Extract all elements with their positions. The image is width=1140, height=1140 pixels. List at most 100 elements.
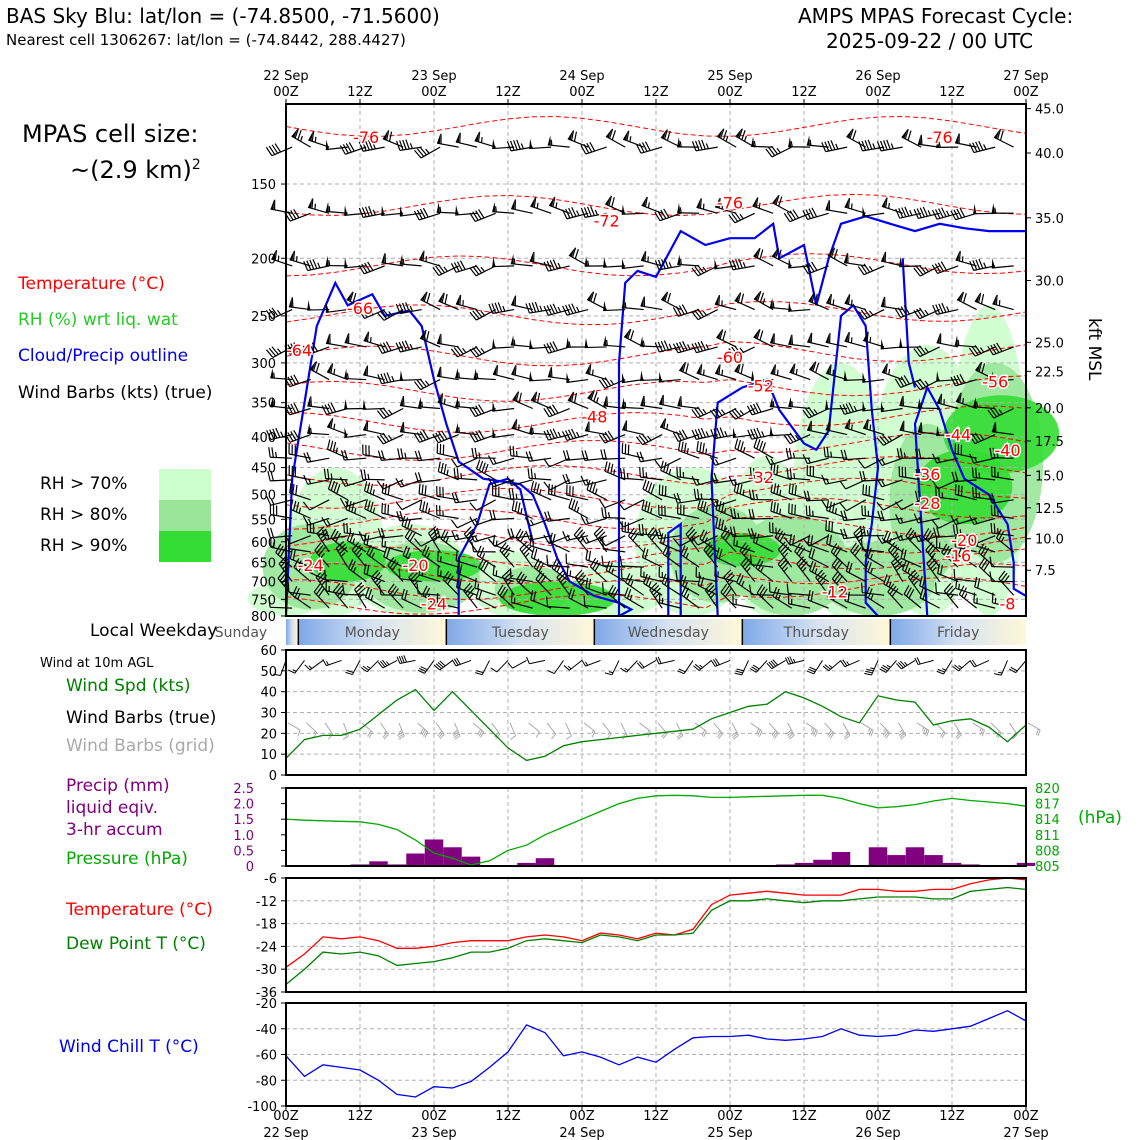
barb-flag <box>475 210 482 220</box>
barb-flag <box>661 573 667 584</box>
barb-flag <box>451 530 457 541</box>
barb-flag <box>845 561 850 572</box>
barb-flag <box>759 292 765 303</box>
barb-flag <box>469 311 477 321</box>
barb-flag <box>959 207 966 218</box>
barb-flag <box>368 732 373 739</box>
height-tick-label: 17.5 <box>1035 435 1064 450</box>
barb-flag <box>901 560 907 571</box>
barb-flag <box>632 531 640 541</box>
wind-barb-upper <box>566 337 589 348</box>
barb-flag <box>920 422 923 433</box>
wind-barb-upper <box>858 139 885 152</box>
barb-shaft <box>751 145 774 148</box>
barb-flag <box>934 263 941 273</box>
barb-half-flag <box>870 667 875 670</box>
barb-half-flag <box>978 492 981 498</box>
barb-flag <box>369 483 374 494</box>
wind-barb-upper <box>469 209 496 222</box>
barb-pennant <box>418 397 422 408</box>
weekday-band-wednesday <box>594 619 743 645</box>
barb-shaft <box>678 433 700 442</box>
precip-bar <box>868 847 888 866</box>
barb-flag <box>647 502 651 513</box>
height-tick-label: 20.0 <box>1035 402 1064 417</box>
barb-flag <box>661 259 666 269</box>
barb-flag <box>418 483 421 494</box>
barb-shaft <box>808 556 829 568</box>
wind-barb-upper <box>658 566 681 583</box>
barb-flag <box>731 346 739 356</box>
wind-barb-upper <box>840 528 866 540</box>
barb-flag <box>756 439 761 450</box>
barb-shaft <box>621 265 644 270</box>
barb-pennant <box>381 205 385 216</box>
barb-half-flag <box>666 423 669 430</box>
top-hour-label: 00Z <box>569 85 595 100</box>
wind-barb-grid <box>491 722 501 740</box>
barb-flag <box>335 585 343 595</box>
wind-barb-upper <box>376 407 404 420</box>
wind-barb-upper <box>815 569 830 596</box>
barb-flag <box>883 296 886 307</box>
barb-pennant <box>585 421 589 432</box>
wind-barb-upper <box>303 474 330 485</box>
wind-barb-upper <box>991 592 1014 609</box>
barb-half-flag <box>704 537 708 543</box>
barb-shaft <box>491 722 501 735</box>
barb-half-flag <box>476 372 479 379</box>
barb-flag <box>562 305 568 316</box>
barb-shaft <box>943 590 959 609</box>
barb-flag <box>937 563 941 574</box>
barb-flag <box>294 466 297 477</box>
barb-flag <box>487 455 494 465</box>
barb-flag <box>903 375 910 385</box>
wind-barb-upper <box>562 207 589 220</box>
barb-flag <box>718 295 721 306</box>
barb-flag <box>987 345 994 356</box>
barb-shaft <box>919 309 940 320</box>
barb-flag <box>543 343 550 354</box>
barb-flag <box>980 559 988 569</box>
barb-flag <box>918 448 922 459</box>
temperature-line <box>285 877 1027 968</box>
barb-half-flag <box>996 452 999 458</box>
barb-flag <box>897 377 905 387</box>
barb-shaft <box>919 597 940 609</box>
barb-shaft <box>659 494 681 501</box>
barb-half-flag <box>623 733 627 737</box>
barb-flag <box>968 347 976 357</box>
barb-flag <box>474 578 477 589</box>
barb-shaft <box>756 592 774 609</box>
barb-shaft <box>516 579 534 596</box>
barb-half-flag <box>647 729 650 734</box>
barb-flag <box>715 547 720 558</box>
barb-flag <box>794 485 797 496</box>
wind-barb-upper <box>340 449 367 461</box>
barb-half-flag <box>813 409 818 415</box>
barb-flag <box>931 480 939 490</box>
barb-flag <box>913 513 919 524</box>
barb-half-flag <box>920 402 923 409</box>
wind-barb-upper <box>377 450 404 461</box>
barb-shaft <box>647 534 663 553</box>
barb-pennant <box>991 371 995 382</box>
wind-barb-upper <box>662 544 682 568</box>
barb-flag <box>348 500 352 511</box>
barb-flag <box>442 487 444 498</box>
barb-pennant <box>363 331 368 342</box>
wind-barb-upper <box>471 447 496 459</box>
barb-half-flag <box>599 537 604 542</box>
barb-flag <box>335 532 342 543</box>
barb-flag <box>480 560 487 570</box>
barb-pennant <box>325 139 329 150</box>
barb-pennant <box>344 205 348 216</box>
barb-flag <box>706 585 715 594</box>
wind-barb-true <box>993 660 1008 676</box>
wind-barb-upper <box>968 344 996 357</box>
wind-barb-upper <box>603 300 626 312</box>
barb-flag <box>993 505 996 516</box>
top-hour-label: 12Z <box>643 85 669 100</box>
wind-barb-true <box>693 660 712 671</box>
barb-pennant <box>584 337 588 348</box>
